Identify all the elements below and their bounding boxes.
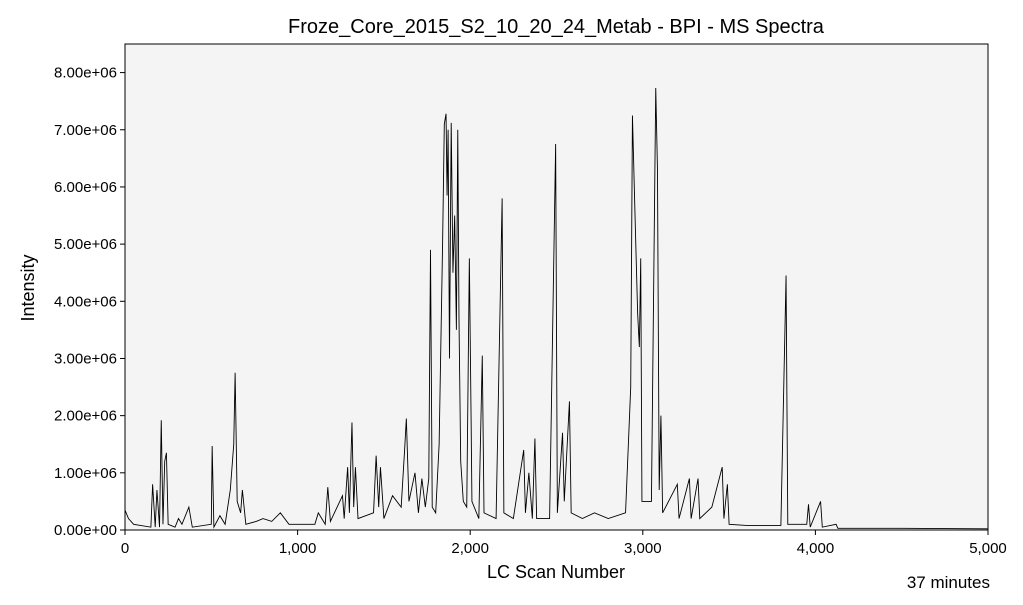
y-axis-label: Intensity xyxy=(18,254,38,321)
y-tick-label: 2.00e+06 xyxy=(54,408,117,425)
y-tick-label: 1.00e+06 xyxy=(54,465,117,482)
line xyxy=(124,88,989,530)
x-tick-label: 4,000 xyxy=(797,540,835,557)
y-tick-label: 5.00e+06 xyxy=(54,236,117,253)
y-tick-label: 8.00e+06 xyxy=(54,65,117,82)
x-tick-label: 3,000 xyxy=(624,540,662,557)
y-tick-label: 6.00e+06 xyxy=(54,179,117,196)
y-tick-label: 7.00e+06 xyxy=(54,122,117,139)
y-tick-label: 4.00e+06 xyxy=(54,293,117,310)
annotation: 37 minutes xyxy=(907,573,990,592)
plot-frame xyxy=(124,43,989,531)
y-tick-label: 0.00e+00 xyxy=(54,522,117,539)
y-tick-label: 3.00e+06 xyxy=(54,350,117,367)
x-tick-label: 2,000 xyxy=(451,540,489,557)
chart-title: Froze_Core_2015_S2_10_20_24_Metab - BPI … xyxy=(288,16,825,38)
x-tick-label: 1,000 xyxy=(279,540,317,557)
x-tick-label: 0 xyxy=(121,540,129,557)
x-axis-label: LC Scan Number xyxy=(487,562,625,582)
x-tick-label: 5,000 xyxy=(969,540,1007,557)
